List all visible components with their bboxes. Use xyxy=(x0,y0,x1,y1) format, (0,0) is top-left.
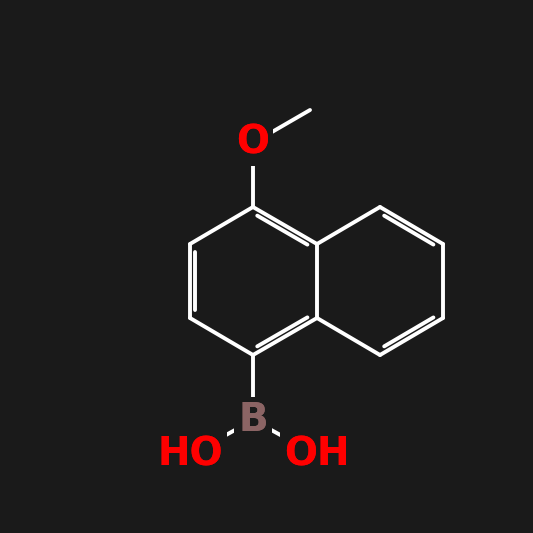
Text: OH: OH xyxy=(284,436,350,474)
Text: O: O xyxy=(237,124,270,162)
Text: O: O xyxy=(237,124,270,162)
Text: B: B xyxy=(238,401,268,439)
Text: HO: HO xyxy=(157,436,223,474)
Text: HO: HO xyxy=(157,436,223,474)
Text: B: B xyxy=(238,401,268,439)
Text: OH: OH xyxy=(284,436,350,474)
